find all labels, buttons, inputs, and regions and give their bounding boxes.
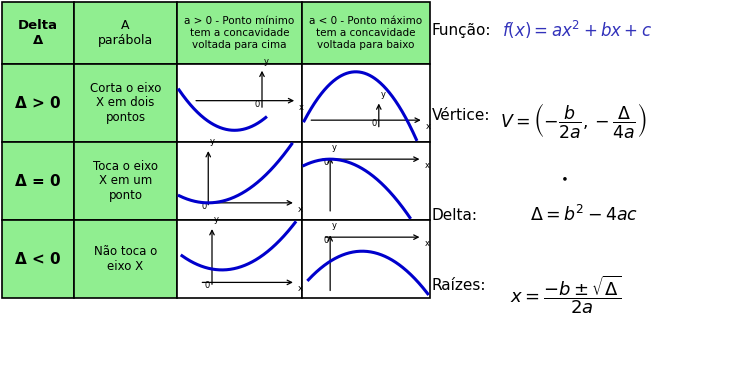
- Text: $x = \dfrac{-b \pm \sqrt{\Delta}}{2a}$: $x = \dfrac{-b \pm \sqrt{\Delta}}{2a}$: [510, 274, 621, 316]
- Bar: [2, 2, 74, 64]
- Text: 0: 0: [201, 202, 206, 211]
- Text: 0: 0: [255, 100, 260, 109]
- Text: $\Delta = b^2 - 4ac$: $\Delta = b^2 - 4ac$: [530, 205, 638, 225]
- Text: Δ = 0: Δ = 0: [15, 174, 61, 188]
- Text: y: y: [332, 221, 337, 230]
- Bar: [2, 220, 74, 298]
- Text: 0: 0: [323, 158, 328, 167]
- Text: Corta o eixo
X em dois
pontos: Corta o eixo X em dois pontos: [90, 82, 161, 125]
- Bar: [177, 64, 302, 142]
- Bar: [2, 142, 74, 220]
- Text: y: y: [381, 90, 386, 99]
- Text: Delta:: Delta:: [432, 207, 478, 223]
- Text: a > 0 - Ponto mínimo
tem a concavidade
voltada para cima: a > 0 - Ponto mínimo tem a concavidade v…: [184, 16, 295, 50]
- Text: x: x: [297, 285, 303, 293]
- Text: 0: 0: [323, 236, 328, 245]
- Text: Δ > 0: Δ > 0: [15, 95, 61, 111]
- Bar: [74, 64, 177, 142]
- Text: Não toca o
eixo X: Não toca o eixo X: [94, 245, 157, 273]
- Bar: [74, 142, 177, 220]
- Text: Raízes:: Raízes:: [432, 278, 486, 292]
- Text: Toca o eixo
X em um
ponto: Toca o eixo X em um ponto: [93, 160, 158, 203]
- Text: x: x: [424, 239, 429, 248]
- Bar: [302, 220, 430, 298]
- Text: A
parábola: A parábola: [98, 19, 153, 47]
- Text: y: y: [214, 215, 219, 224]
- Text: 0: 0: [372, 119, 377, 128]
- Text: $f(x) = \mathdefault{a}x^2 + \mathdefault{b}x + \mathdefault{c}$: $f(x) = \mathdefault{a}x^2 + \mathdefaul…: [502, 19, 652, 41]
- Text: Função:: Função:: [432, 23, 491, 37]
- Text: $V = \left(-\dfrac{b}{2a},-\dfrac{\Delta}{4a}\right)$: $V = \left(-\dfrac{b}{2a},-\dfrac{\Delta…: [500, 101, 647, 139]
- Text: x: x: [297, 205, 303, 214]
- Text: y: y: [332, 144, 337, 152]
- Bar: [302, 2, 430, 64]
- Bar: [2, 64, 74, 142]
- Bar: [74, 2, 177, 64]
- Text: a < 0 - Ponto máximo
tem a concavidade
voltada para baixo: a < 0 - Ponto máximo tem a concavidade v…: [309, 16, 423, 50]
- Text: x: x: [426, 122, 431, 131]
- Bar: [302, 64, 430, 142]
- Text: x: x: [299, 103, 304, 112]
- Text: $\bullet$: $\bullet$: [560, 171, 568, 184]
- Text: Delta
Δ: Delta Δ: [18, 19, 58, 47]
- Text: y: y: [264, 57, 269, 66]
- Text: 0: 0: [205, 281, 210, 290]
- Text: y: y: [210, 137, 215, 146]
- Text: Δ < 0: Δ < 0: [15, 252, 61, 266]
- Bar: [177, 142, 302, 220]
- Bar: [177, 2, 302, 64]
- Bar: [302, 142, 430, 220]
- Bar: [74, 220, 177, 298]
- Bar: [177, 220, 302, 298]
- Text: Vértice:: Vértice:: [432, 108, 491, 122]
- Text: x: x: [424, 161, 429, 170]
